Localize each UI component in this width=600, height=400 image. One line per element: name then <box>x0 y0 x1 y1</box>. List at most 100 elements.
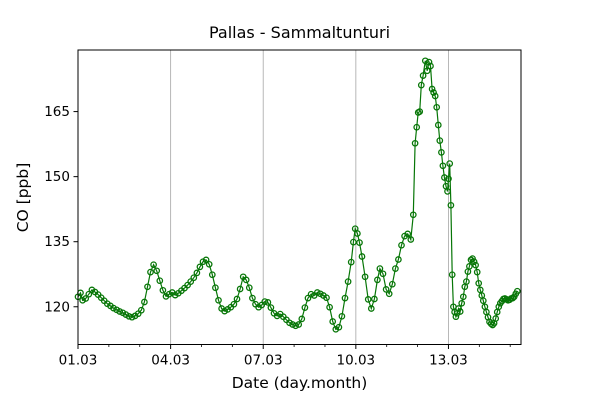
data-point <box>205 260 213 268</box>
data-point <box>341 294 349 302</box>
data-point <box>447 201 455 209</box>
data-point <box>249 294 256 302</box>
data-point <box>492 315 500 322</box>
data-point <box>230 300 238 308</box>
data-point <box>417 81 425 89</box>
data-point <box>358 253 366 260</box>
data-point <box>128 313 136 321</box>
data-point <box>147 268 154 276</box>
data-point <box>261 298 269 305</box>
data-point <box>475 279 483 287</box>
data-point <box>364 296 372 303</box>
data-point <box>448 271 456 279</box>
data-point <box>416 108 424 115</box>
data-point <box>436 137 444 144</box>
data-point <box>208 271 216 279</box>
data-point <box>376 265 384 272</box>
data-point <box>444 188 451 195</box>
data-point <box>236 285 244 293</box>
x-tick-label: 04.03 <box>151 353 190 369</box>
data-point <box>466 263 473 270</box>
data-layer <box>74 57 521 333</box>
data-point <box>125 312 133 320</box>
data-point <box>141 298 148 306</box>
data-point <box>264 299 272 306</box>
data-point <box>404 230 412 238</box>
data-point <box>479 297 487 305</box>
data-point <box>459 293 467 301</box>
data-point <box>425 58 433 66</box>
data-point <box>463 278 470 285</box>
data-point <box>392 265 399 272</box>
data-point <box>409 211 417 219</box>
data-point <box>354 230 361 237</box>
data-point <box>379 270 387 278</box>
data-point <box>495 303 503 311</box>
data-point <box>441 174 448 181</box>
data-point <box>144 283 151 291</box>
data-point <box>427 62 434 70</box>
data-point <box>212 284 219 292</box>
data-point <box>267 304 275 311</box>
data-point <box>446 160 454 167</box>
data-point <box>159 286 167 294</box>
data-point <box>431 92 439 100</box>
data-point <box>82 295 90 302</box>
data-point <box>421 57 429 65</box>
data-point <box>411 139 419 147</box>
x-tick-label: 10.03 <box>337 353 376 369</box>
data-point <box>456 308 464 315</box>
data-point <box>419 72 427 79</box>
data-point <box>452 313 460 321</box>
data-point <box>202 256 210 264</box>
plot-border <box>77 49 522 345</box>
data-point <box>509 294 517 302</box>
data-point <box>338 312 346 320</box>
data-point <box>150 261 157 269</box>
data-point <box>433 103 441 111</box>
data-point <box>326 303 333 311</box>
y-tick-label: 150 <box>44 169 70 185</box>
data-point <box>382 286 390 293</box>
x-axis-label: Date (day.month) <box>232 374 368 392</box>
data-point <box>513 287 521 295</box>
data-point <box>323 294 330 302</box>
data-point <box>487 320 495 328</box>
data-point <box>85 290 93 298</box>
data-point <box>116 308 124 315</box>
y-tick-label: 135 <box>44 234 70 250</box>
data-point <box>458 299 466 307</box>
y-axis-label: CO [ppb] <box>14 163 32 233</box>
data-point <box>344 278 352 285</box>
data-point <box>470 258 478 266</box>
data-point <box>371 295 378 303</box>
x-tick-label: 07.03 <box>244 353 283 369</box>
data-point <box>190 274 198 282</box>
data-point <box>335 323 343 331</box>
data-point <box>439 162 447 170</box>
data-point <box>428 85 436 93</box>
data-point <box>374 276 381 284</box>
data-point <box>473 268 481 276</box>
data-point <box>292 322 299 330</box>
data-point <box>295 321 303 328</box>
data-point <box>233 295 241 303</box>
data-point <box>153 267 161 275</box>
data-point <box>329 318 337 325</box>
data-line <box>77 59 518 331</box>
data-point <box>407 236 415 243</box>
data-point <box>307 290 315 298</box>
x-tick-label: 13.03 <box>429 353 468 369</box>
y-tick-label: 120 <box>44 299 70 315</box>
data-point <box>242 276 250 284</box>
data-point <box>395 256 402 263</box>
y-tick-label: 165 <box>44 104 70 120</box>
data-point <box>347 258 355 266</box>
data-point <box>423 67 431 75</box>
data-point <box>388 280 396 288</box>
data-point <box>445 175 452 183</box>
data-point <box>434 121 442 129</box>
data-point <box>298 315 306 323</box>
